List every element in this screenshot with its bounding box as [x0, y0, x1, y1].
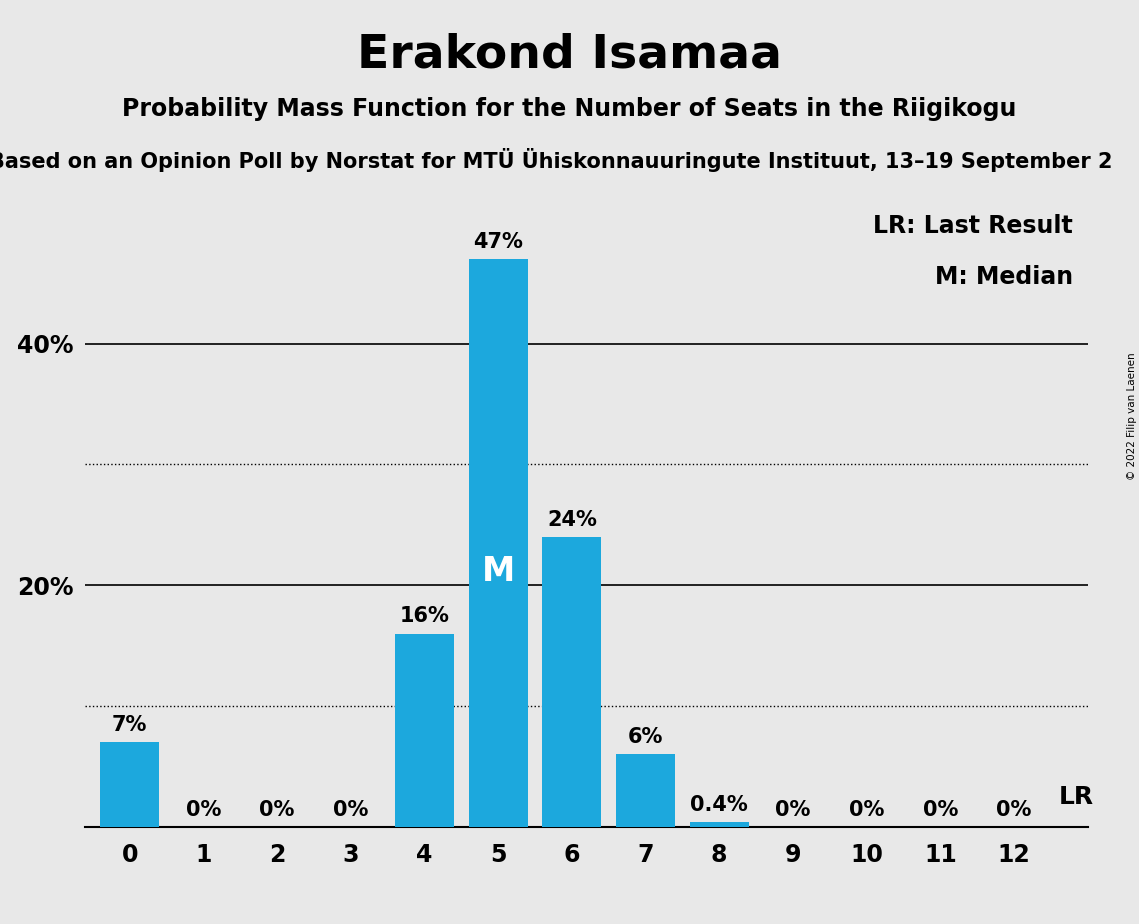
- Bar: [616, 755, 675, 827]
- Text: 0%: 0%: [997, 800, 1032, 820]
- Text: 0%: 0%: [923, 800, 958, 820]
- Text: © 2022 Filip van Laenen: © 2022 Filip van Laenen: [1126, 352, 1137, 480]
- Text: Based on an Opinion Poll by Norstat for MTÜ Ühiskonnauuringute Instituut, 13–19 : Based on an Opinion Poll by Norstat for …: [0, 148, 1112, 172]
- Text: 24%: 24%: [547, 510, 597, 529]
- Text: Probability Mass Function for the Number of Seats in the Riigikogu: Probability Mass Function for the Number…: [122, 97, 1017, 121]
- Text: M: Median: M: Median: [935, 264, 1073, 288]
- Text: Erakond Isamaa: Erakond Isamaa: [357, 32, 782, 78]
- Text: LR: Last Result: LR: Last Result: [872, 214, 1073, 238]
- Text: M: M: [482, 555, 515, 588]
- Bar: [690, 822, 748, 827]
- Text: LR: LR: [1058, 784, 1093, 808]
- Text: 0.4%: 0.4%: [690, 795, 748, 815]
- Bar: [100, 742, 159, 827]
- Text: 0%: 0%: [333, 800, 368, 820]
- Text: 0%: 0%: [849, 800, 884, 820]
- Bar: [468, 259, 527, 827]
- Text: 7%: 7%: [112, 715, 147, 736]
- Bar: [542, 537, 601, 827]
- Text: 0%: 0%: [260, 800, 295, 820]
- Text: 0%: 0%: [186, 800, 221, 820]
- Text: 47%: 47%: [473, 232, 523, 252]
- Bar: [395, 634, 454, 827]
- Text: 16%: 16%: [400, 606, 450, 626]
- Text: 6%: 6%: [628, 727, 663, 748]
- Text: 0%: 0%: [776, 800, 811, 820]
